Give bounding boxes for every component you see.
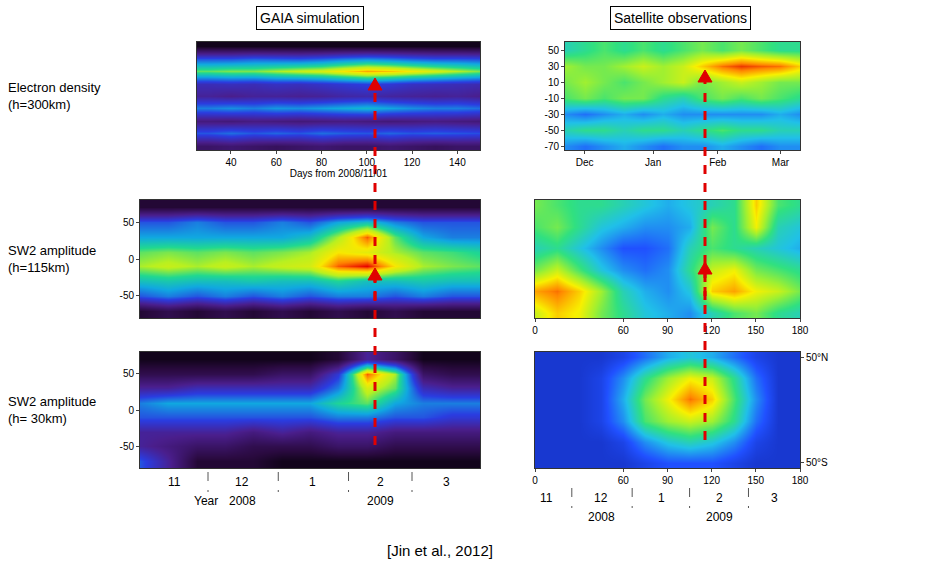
svg-text:140: 140 — [449, 157, 466, 168]
svg-text:2009: 2009 — [367, 494, 394, 508]
svg-text:1: 1 — [309, 475, 316, 489]
svg-text:0: 0 — [128, 254, 134, 265]
svg-text:120: 120 — [404, 157, 421, 168]
svg-text:Satellite observations: Satellite observations — [614, 10, 747, 26]
svg-text:SW2 amplitude(h= 30km): SW2 amplitude(h= 30km) — [8, 394, 96, 426]
svg-text:Mar: Mar — [772, 157, 790, 168]
svg-text:2: 2 — [377, 475, 384, 489]
svg-text:3: 3 — [443, 475, 450, 489]
svg-text:12: 12 — [594, 491, 608, 505]
svg-text:[Jin et al., 2012]: [Jin et al., 2012] — [387, 542, 493, 559]
svg-text:120: 120 — [703, 475, 720, 486]
svg-text:30: 30 — [548, 61, 560, 72]
svg-text:2008: 2008 — [229, 494, 256, 508]
svg-text:180: 180 — [792, 475, 809, 486]
svg-text:150: 150 — [747, 325, 764, 336]
svg-text:150: 150 — [747, 475, 764, 486]
svg-text:60: 60 — [618, 475, 630, 486]
svg-text:Electron density(h=300km): Electron density(h=300km) — [8, 80, 101, 112]
svg-text:90: 90 — [662, 475, 674, 486]
svg-text:-10: -10 — [545, 93, 560, 104]
svg-text:80: 80 — [316, 157, 328, 168]
svg-text:50°N: 50°N — [806, 352, 828, 363]
svg-text:11: 11 — [540, 491, 553, 505]
svg-text:120: 120 — [703, 325, 720, 336]
svg-text:0: 0 — [532, 325, 538, 336]
svg-text:60: 60 — [618, 325, 630, 336]
svg-text:SW2 amplitude(h=115km): SW2 amplitude(h=115km) — [8, 243, 96, 275]
svg-text:10: 10 — [548, 77, 560, 88]
svg-text:180: 180 — [792, 325, 809, 336]
svg-text:2: 2 — [716, 491, 723, 505]
svg-text:50°S: 50°S — [806, 457, 828, 468]
svg-text:50: 50 — [123, 217, 135, 228]
svg-text:-70: -70 — [545, 141, 560, 152]
svg-text:90: 90 — [662, 325, 674, 336]
svg-text:3: 3 — [771, 491, 778, 505]
svg-text:50: 50 — [123, 368, 135, 379]
svg-text:100: 100 — [358, 157, 375, 168]
svg-text:Dec: Dec — [576, 157, 594, 168]
svg-text:Days from 2008/11/01: Days from 2008/11/01 — [290, 168, 388, 179]
svg-text:0: 0 — [128, 405, 134, 416]
svg-text:11: 11 — [168, 475, 181, 489]
svg-text:Feb: Feb — [709, 157, 727, 168]
svg-text:2009: 2009 — [706, 510, 733, 524]
svg-text:-50: -50 — [545, 125, 560, 136]
svg-text:12: 12 — [235, 475, 249, 489]
svg-text:50: 50 — [548, 45, 560, 56]
svg-text:0: 0 — [532, 475, 538, 486]
svg-text:2008: 2008 — [588, 510, 615, 524]
svg-text:60: 60 — [271, 157, 283, 168]
svg-text:-50: -50 — [120, 290, 135, 301]
svg-text:-50: -50 — [120, 441, 135, 452]
svg-text:Year: Year — [194, 494, 218, 508]
svg-text:40: 40 — [225, 157, 237, 168]
svg-text:1: 1 — [658, 491, 665, 505]
svg-text:Jan: Jan — [645, 157, 661, 168]
svg-text:-30: -30 — [545, 109, 560, 120]
svg-text:GAIA simulation: GAIA simulation — [260, 10, 360, 26]
